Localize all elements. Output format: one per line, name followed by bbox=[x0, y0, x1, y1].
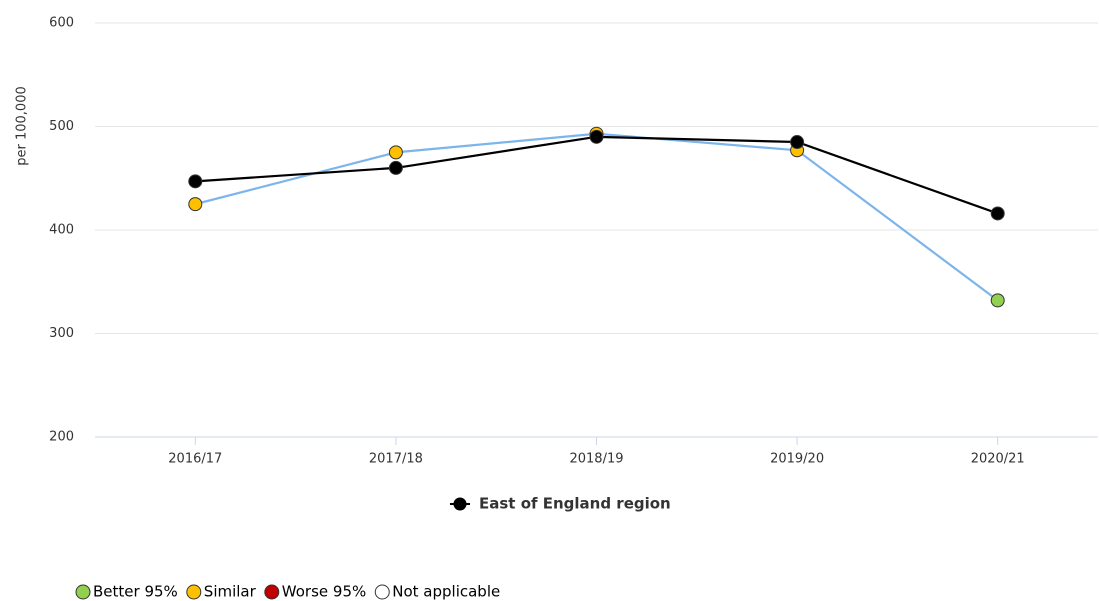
y-axis-label: per 100,000 bbox=[15, 86, 30, 166]
significance-marker bbox=[75, 584, 91, 600]
data-point bbox=[990, 206, 1005, 221]
data-point bbox=[388, 145, 403, 160]
significance-label: Not applicable bbox=[392, 583, 500, 601]
significance-marker bbox=[186, 584, 202, 600]
x-tick-label: 2018/19 bbox=[569, 452, 623, 467]
significance-label: Worse 95% bbox=[282, 583, 366, 601]
y-tick-label: 300 bbox=[49, 326, 74, 341]
data-point bbox=[188, 197, 203, 212]
data-point bbox=[188, 174, 203, 189]
x-tick-label: 2019/20 bbox=[770, 452, 824, 467]
legend-marker bbox=[453, 497, 467, 511]
x-tick-label: 2017/18 bbox=[369, 452, 423, 467]
series-line bbox=[195, 132, 999, 302]
data-point bbox=[589, 129, 604, 144]
significance-marker bbox=[264, 584, 280, 600]
significance-label: Similar bbox=[204, 583, 257, 601]
legend-label: East of England region bbox=[479, 495, 671, 513]
significance-label: Better 95% bbox=[93, 583, 178, 601]
x-tick-label: 2020/21 bbox=[971, 452, 1025, 467]
data-point bbox=[790, 135, 805, 150]
series-line bbox=[195, 135, 999, 215]
x-tick-label: 2016/17 bbox=[168, 452, 222, 467]
significance-marker bbox=[374, 584, 390, 600]
data-point bbox=[388, 160, 403, 175]
y-tick-label: 500 bbox=[49, 119, 74, 134]
y-tick-label: 400 bbox=[49, 223, 74, 238]
y-tick-label: 600 bbox=[49, 16, 74, 31]
y-tick-label: 200 bbox=[49, 430, 74, 445]
data-point bbox=[990, 293, 1005, 308]
